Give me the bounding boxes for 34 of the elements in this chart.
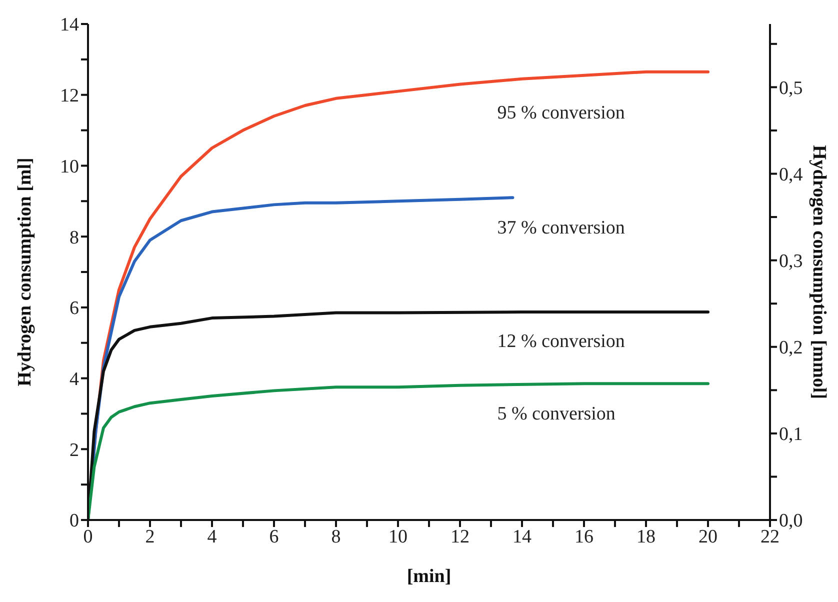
x-tick-label: 22	[760, 526, 780, 548]
y2-tick-label: 0,1	[779, 424, 803, 446]
x-tick-label: 6	[269, 526, 279, 548]
x-tick-label: 16	[574, 526, 594, 548]
y2-tick-label: 0,4	[779, 164, 804, 186]
y-tick-label: 8	[70, 227, 79, 248]
y-tick-label: 6	[70, 298, 79, 320]
x-tick-label: 4	[207, 526, 218, 548]
y2-tick-label: 0,2	[779, 338, 803, 359]
series-label: 95 % conversion	[497, 102, 626, 124]
series-label: 37 % conversion	[497, 218, 626, 239]
y2-tick-label: 0,0	[779, 510, 803, 532]
series-label: 5 % conversion	[497, 404, 616, 425]
series-label: 12 % conversion	[497, 331, 626, 352]
y-tick-label: 0	[70, 510, 79, 532]
y-tick-label: 12	[60, 86, 79, 107]
y-tick-label: 2	[70, 440, 79, 461]
x-tick-label: 0	[83, 526, 93, 548]
line-series	[88, 382, 710, 520]
x-tick-label: 10	[388, 526, 408, 548]
y2-axis-title: Hydrogen consumption [mmol]	[808, 144, 830, 400]
y-tick-label: 10	[60, 156, 79, 178]
x-tick-label: 18	[636, 526, 656, 548]
y2-tick-label: 0,3	[779, 251, 803, 272]
x-tick-label: 8	[331, 526, 341, 548]
y-tick-label: 4	[70, 369, 80, 390]
y2-tick-label: 0,5	[779, 78, 803, 99]
x-tick-label: 12	[450, 526, 470, 548]
x-tick-label: 2	[145, 526, 155, 548]
x-axis-title: [min]	[406, 566, 452, 587]
y-axis-title: Hydrogen consumption [ml]	[14, 158, 36, 386]
x-tick-label: 14	[512, 526, 532, 548]
x-tick-label: 20	[698, 526, 718, 548]
y-tick-label: 14	[60, 14, 80, 36]
